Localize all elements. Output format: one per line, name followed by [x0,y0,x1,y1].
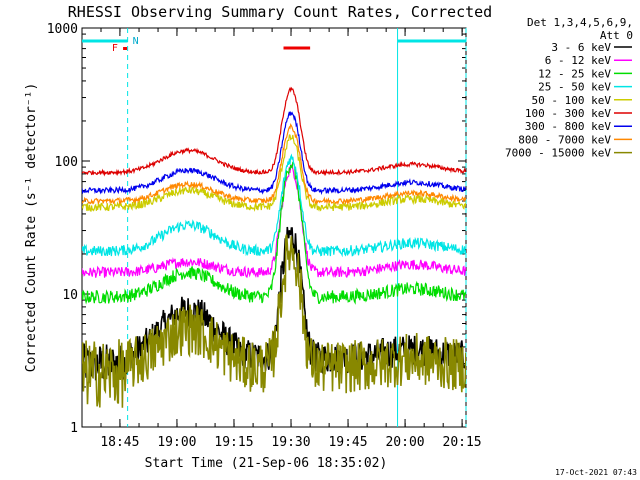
legend-label: 12 - 25 keV [538,67,611,80]
series-line [82,164,466,279]
series-line [82,110,466,196]
legend-label: 100 - 300 keV [525,107,611,120]
x-tick-label: 19:45 [328,435,367,450]
x-tick-label: 19:15 [214,435,253,450]
legend-label: 3 - 6 keV [551,41,611,54]
legend-label: 300 - 800 keV [525,120,611,133]
legend-label: 6 - 12 keV [545,54,612,67]
series-line [82,161,466,305]
series-line [82,134,466,212]
legend-header: Det 1,3,4,5,6,9, [527,16,633,29]
y-tick-label: 1 [70,421,78,436]
series-group [82,86,466,408]
chart-title: RHESSI Observing Summary Count Rates, Co… [68,3,492,21]
y-tick-label: 1000 [47,22,78,37]
x-tick-label: 20:15 [443,435,482,450]
x-axis-label: Start Time (21-Sep-06 18:35:02) [145,456,388,471]
legend-label: 50 - 100 keV [532,94,612,107]
legend-label: 25 - 50 keV [538,81,611,94]
legend-label: 7000 - 15000 keV [505,147,611,160]
timestamp: 17-Oct-2021 07:43 [555,468,637,477]
series-line [82,234,466,408]
series-line [82,86,466,177]
legend-header: Att 0 [600,29,633,42]
y-tick-label: 10 [62,288,78,303]
y-axis-label: Corrected Count Rate (s⁻¹ detector⁻¹) [24,83,39,373]
flag-n-label: N [133,36,139,47]
flag-f-marker [123,47,128,50]
x-tick-label: 19:30 [271,435,310,450]
x-tick-label: 19:00 [157,435,196,450]
series-line [82,226,466,385]
series-line [82,153,466,258]
y-tick-label: 100 [55,155,78,170]
x-tick-label: 18:45 [100,435,139,450]
x-tick-label: 20:00 [385,435,424,450]
series-line [82,122,466,206]
flag-f-label: F [112,43,118,54]
legend-label: 800 - 7000 keV [518,133,611,146]
